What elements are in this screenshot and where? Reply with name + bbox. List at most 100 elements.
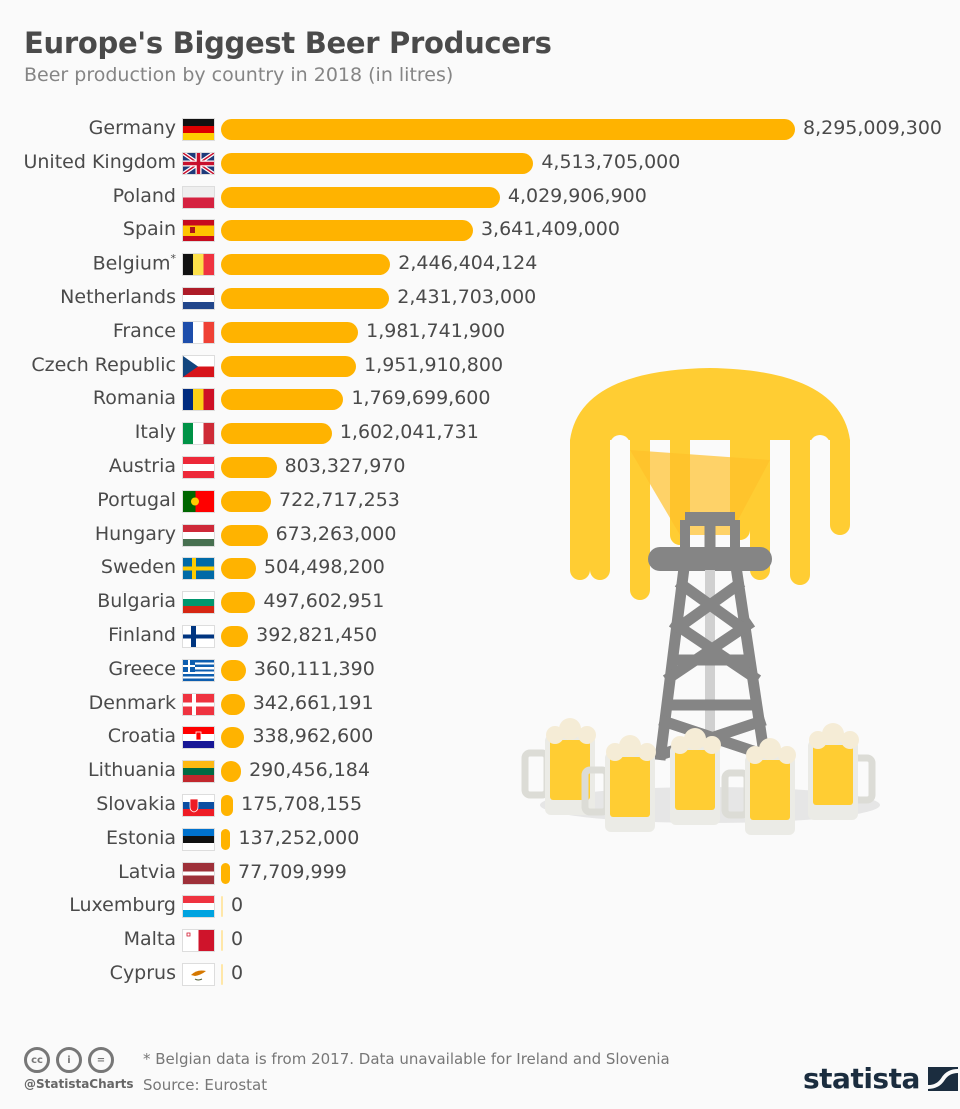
value-label: 175,708,155 xyxy=(241,793,363,815)
bar[interactable] xyxy=(221,524,268,546)
bar[interactable] xyxy=(221,119,795,140)
flag-fi-icon xyxy=(183,626,214,647)
bar[interactable] xyxy=(221,592,256,614)
bar[interactable] xyxy=(221,457,277,478)
value-label: 77,709,999 xyxy=(238,860,347,883)
bar-row: Czech Republic 1,951,910,800 xyxy=(0,350,960,384)
value-label: 1,769,699,600 xyxy=(351,387,491,410)
bar-row: Portugal 722,717,253 xyxy=(0,485,960,519)
country-label: Bulgaria xyxy=(97,590,176,613)
bar-row: France 1,981,741,900 xyxy=(0,316,960,350)
bar-row: Cyprus 0 xyxy=(0,958,960,992)
bar-row: Spain 3,641,409,000 xyxy=(0,214,960,248)
flag-dk-icon xyxy=(183,693,214,715)
value-label: 497,602,951 xyxy=(263,590,385,613)
bar[interactable] xyxy=(221,220,473,242)
country-label: Lithuania xyxy=(87,759,176,782)
bar[interactable] xyxy=(221,423,332,445)
bar[interactable] xyxy=(221,828,231,850)
flag-lu-icon xyxy=(183,896,214,918)
flag-pt-icon xyxy=(183,490,214,512)
bar-row: Bulgaria 497,602,951 xyxy=(0,586,960,620)
statista-logo[interactable]: statista xyxy=(803,1062,958,1095)
bar[interactable] xyxy=(221,254,391,276)
bar[interactable] xyxy=(221,930,223,952)
flag-fr-icon xyxy=(183,321,214,343)
bar[interactable] xyxy=(221,795,234,816)
flag-se-icon xyxy=(183,558,214,580)
footnote: * Belgian data is from 2017. Data unavai… xyxy=(143,1050,670,1068)
flag-hr-icon xyxy=(183,727,214,749)
bar-row: Malta 0 xyxy=(0,924,960,958)
bar[interactable] xyxy=(221,761,242,783)
bar[interactable] xyxy=(221,896,223,918)
bar[interactable] xyxy=(221,321,359,343)
country-label: Greece xyxy=(108,657,176,680)
flag-bg-icon xyxy=(183,592,214,614)
country-label: Germany xyxy=(88,117,176,139)
bar-row: Austria 803,327,970 xyxy=(0,451,960,485)
bar[interactable] xyxy=(221,862,230,884)
value-label: 673,263,000 xyxy=(275,522,397,545)
bar-row: Sweden 504,498,200 xyxy=(0,552,960,586)
bar[interactable] xyxy=(221,490,271,512)
country-label: Malta xyxy=(123,928,176,951)
bar[interactable] xyxy=(221,693,245,715)
flag-gr-icon xyxy=(183,659,214,681)
bar-row: Poland 4,029,906,900 xyxy=(0,181,960,215)
bar[interactable] xyxy=(221,389,344,411)
country-label: Portugal xyxy=(97,488,176,511)
country-label: Slovakia xyxy=(96,793,176,815)
cc-icon: cc xyxy=(24,1047,50,1073)
bar[interactable] xyxy=(221,288,390,309)
value-label: 0 xyxy=(231,894,244,917)
value-label: 2,431,703,000 xyxy=(397,286,537,308)
value-label: 290,456,184 xyxy=(249,759,370,782)
value-label: 392,821,450 xyxy=(256,624,378,646)
country-label: Finland xyxy=(108,624,176,646)
country-label: Sweden xyxy=(100,556,176,579)
flag-cy-icon xyxy=(183,964,214,985)
country-label: Austria xyxy=(108,455,176,477)
bar[interactable] xyxy=(221,186,500,208)
bar[interactable] xyxy=(221,558,256,580)
bar[interactable] xyxy=(221,355,357,377)
value-label: 722,717,253 xyxy=(279,488,400,511)
flag-es-icon xyxy=(183,220,214,242)
flag-pl-icon xyxy=(183,186,214,208)
beer-mugs-icon xyxy=(521,718,876,835)
oil-rig-tower-icon xyxy=(648,512,772,761)
flag-hu-icon xyxy=(183,524,214,546)
bar-row: Italy 1,602,041,731 xyxy=(0,417,960,451)
flag-cz-icon xyxy=(183,355,214,377)
flag-ee-icon xyxy=(183,828,214,850)
country-label: Poland xyxy=(112,184,176,207)
value-label: 0 xyxy=(231,928,244,951)
country-label: Latvia xyxy=(118,860,176,883)
value-label: 1,951,910,800 xyxy=(364,353,504,376)
bar-row: Latvia 77,709,999 xyxy=(0,857,960,891)
bar[interactable] xyxy=(221,659,246,681)
footnote-marker: * xyxy=(170,252,177,266)
twitter-handle[interactable]: @StatistaCharts xyxy=(24,1077,134,1091)
bar-row: Hungary 673,263,000 xyxy=(0,519,960,553)
country-label: Romania xyxy=(92,387,176,410)
bar-row: Finland 392,821,450 xyxy=(0,620,960,654)
value-label: 338,962,600 xyxy=(252,725,374,748)
bar-row: Netherlands 2,431,703,000 xyxy=(0,282,960,316)
value-label: 504,498,200 xyxy=(263,556,385,579)
country-label: Hungary xyxy=(94,522,176,545)
license-icons: cc i = xyxy=(24,1047,114,1073)
bar-row: Estonia 137,252,000 xyxy=(0,823,960,857)
bar-row: Germany 8,295,009,300 xyxy=(0,113,960,147)
country-label: Estonia xyxy=(106,826,176,849)
chart-subtitle: Beer production by country in 2018 (in l… xyxy=(24,64,454,86)
bar[interactable] xyxy=(221,727,245,749)
bar-row: United Kingdom 4,513,705,000 xyxy=(0,147,960,181)
value-label: 4,029,906,900 xyxy=(507,184,647,207)
country-label: Spain xyxy=(122,218,176,241)
bar[interactable] xyxy=(221,152,534,174)
flag-nl-icon xyxy=(183,288,214,309)
bar[interactable] xyxy=(221,626,249,647)
bar[interactable] xyxy=(221,964,223,985)
